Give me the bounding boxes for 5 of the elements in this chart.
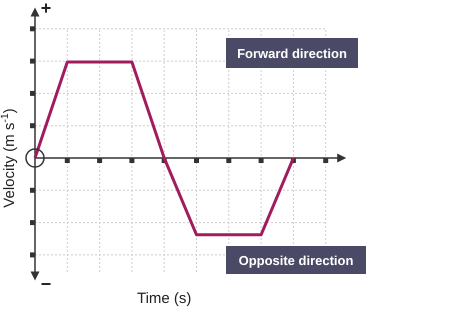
text: + — [40, 0, 52, 18]
text: Forward direction — [237, 46, 347, 61]
text: Opposite direction — [238, 253, 354, 268]
x-axis-title: Time (s) — [136, 290, 192, 307]
text: − — [40, 274, 52, 294]
